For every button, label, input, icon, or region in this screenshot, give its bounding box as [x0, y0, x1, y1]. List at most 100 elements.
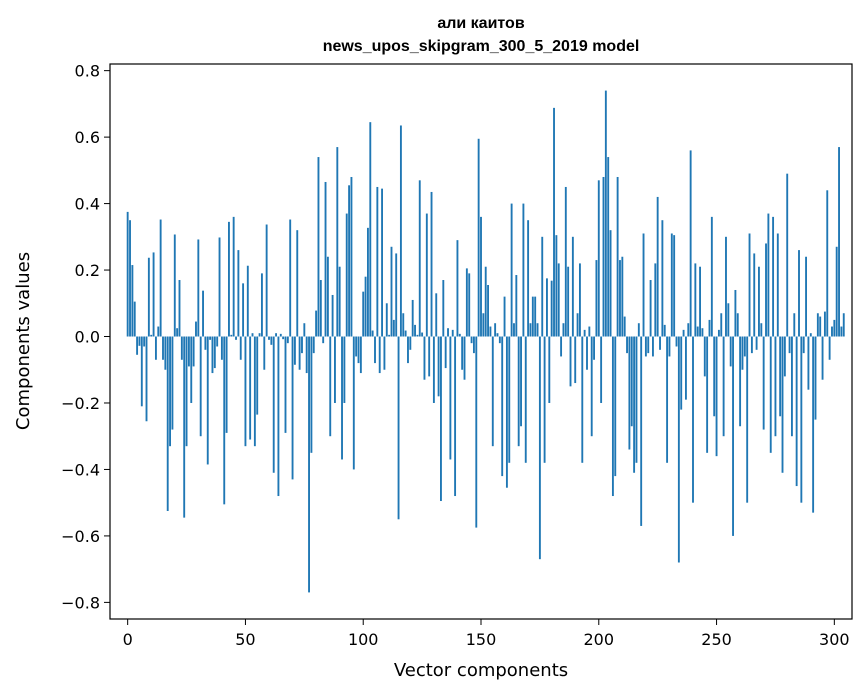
bar [729, 336, 732, 367]
bar [390, 246, 393, 337]
bar [765, 243, 767, 337]
bar [748, 233, 751, 337]
y-tick-label: 0.4 [75, 195, 100, 214]
bar [169, 336, 171, 447]
bar [162, 336, 164, 360]
bar [209, 336, 212, 340]
bar [717, 329, 720, 337]
bar [805, 256, 807, 337]
bar [746, 336, 749, 503]
bar [480, 216, 482, 337]
bar [489, 326, 492, 337]
x-tick-label: 0 [123, 630, 133, 649]
bar [795, 336, 798, 487]
bar [793, 313, 796, 337]
x-tick-label: 150 [466, 630, 497, 649]
bar [277, 336, 280, 497]
bar [430, 191, 433, 337]
bar [626, 336, 628, 354]
y-tick-label: −0.2 [61, 394, 100, 413]
bar [720, 313, 723, 337]
bar [602, 176, 605, 337]
bar [800, 336, 803, 503]
bar [623, 316, 626, 337]
bar [692, 336, 694, 503]
bar [831, 326, 833, 337]
bar [223, 336, 226, 505]
bar [783, 336, 786, 377]
bar [284, 336, 287, 433]
bar [477, 138, 480, 337]
bar [647, 336, 650, 354]
bar [270, 336, 273, 345]
bar [465, 268, 468, 337]
bar [428, 336, 431, 377]
bar [176, 328, 179, 337]
bar [317, 157, 320, 337]
bar [402, 313, 405, 337]
x-tick-label: 200 [584, 630, 615, 649]
bar [659, 336, 661, 350]
bar [173, 234, 176, 337]
bar [374, 336, 376, 364]
bar [529, 323, 532, 337]
bar [482, 313, 485, 337]
bar [781, 336, 784, 473]
bar [216, 336, 219, 347]
bar [461, 336, 464, 370]
x-tick-label: 250 [701, 630, 732, 649]
bar [399, 125, 402, 337]
bar [510, 203, 513, 337]
bar [642, 233, 645, 337]
bar [336, 147, 339, 337]
bar [727, 303, 730, 337]
bar [750, 336, 753, 354]
bar [472, 336, 475, 354]
bar [444, 336, 447, 369]
bar [673, 235, 676, 337]
bar [753, 253, 756, 337]
bar [560, 336, 563, 357]
bars-group [126, 90, 845, 593]
bar [663, 324, 666, 337]
bar [447, 328, 449, 337]
bar [381, 188, 383, 337]
bar [293, 336, 296, 365]
bar [505, 336, 508, 488]
y-tick-label: −0.6 [61, 527, 100, 546]
bar [838, 147, 840, 337]
bar [143, 336, 146, 347]
bar [449, 336, 452, 460]
bar [786, 173, 789, 337]
bar [301, 336, 303, 354]
bar [701, 328, 704, 337]
bar [425, 213, 428, 337]
bar [769, 336, 772, 453]
bar [289, 219, 292, 337]
bar [171, 336, 174, 430]
bar [470, 336, 473, 344]
bar [421, 332, 424, 337]
bar [628, 336, 631, 450]
bar [456, 240, 459, 337]
bar [654, 263, 657, 337]
bar [341, 336, 343, 460]
bar [527, 220, 530, 337]
bar [324, 181, 327, 337]
bar [619, 260, 621, 337]
bar [312, 336, 315, 354]
bar [755, 336, 758, 350]
bar [308, 336, 310, 593]
bar [357, 336, 360, 364]
bar [842, 313, 845, 337]
chart-title-line2: news_upos_skipgram_300_5_2019 model [323, 38, 640, 55]
bar [821, 336, 824, 380]
bar [809, 333, 812, 337]
bar [569, 336, 572, 387]
bar [508, 336, 511, 463]
bar [487, 285, 489, 337]
bar [376, 186, 379, 337]
bar [758, 266, 760, 337]
bar [666, 336, 669, 463]
